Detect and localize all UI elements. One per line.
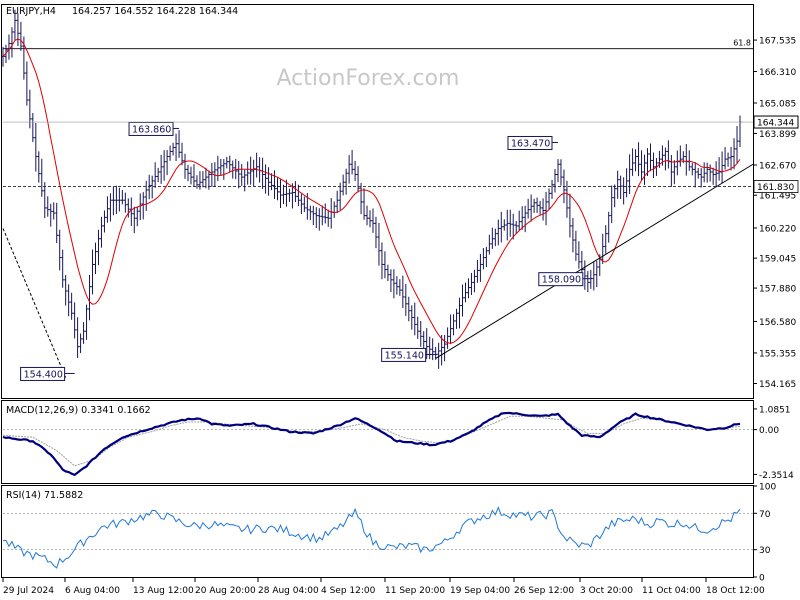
rsi-line	[2, 506, 741, 569]
price-tick-label: 161.495	[759, 192, 796, 202]
ohlc-readout: 164.257 164.552 164.228 164.344	[72, 6, 238, 17]
time-tick-label: 20 Aug 20:00	[195, 586, 256, 596]
annotation-label: 163.860	[132, 124, 171, 135]
projection-line	[2, 228, 67, 378]
annotation-label: 163.470	[511, 138, 550, 149]
rsi-tick-label: 70	[759, 510, 771, 520]
annotation-label: 154.400	[24, 369, 63, 380]
price-tick-label: 166.310	[759, 68, 796, 78]
price-tick-label: 156.580	[759, 318, 796, 328]
time-tick-label: 13 Aug 12:00	[133, 586, 194, 596]
macd-tick-label: 1.0851	[759, 405, 791, 415]
horizontal-levels: 61.8 161.830	[3, 39, 799, 194]
price-tick-label: 159.045	[759, 255, 796, 265]
macd-line	[2, 411, 741, 477]
annotation-box	[128, 121, 174, 136]
rsi-panel-frame	[1, 485, 754, 578]
rsi-title: RSI(14) 71.5882	[6, 490, 83, 501]
macd-title: MACD(12,26,9) 0.3341 0.1662	[6, 405, 151, 416]
price-panel-frame	[1, 4, 754, 399]
current-price-box	[753, 115, 799, 129]
price-tick-label: 162.670	[759, 162, 796, 172]
price-tick-label: 157.880	[759, 285, 796, 295]
macd-panel-frame	[1, 400, 754, 484]
price-tick-label: 160.220	[759, 224, 796, 234]
time-tick-label: 26 Sep 12:00	[514, 586, 574, 596]
time-tick-label: 6 Aug 04:00	[65, 586, 120, 596]
current-price-marker: 164.344	[3, 115, 799, 129]
price-tick-label: 167.535	[759, 37, 796, 47]
annotation-label: 158.090	[542, 275, 581, 286]
current-price-label: 164.344	[757, 119, 794, 129]
price-tick-label: 155.355	[759, 349, 796, 359]
annotation-label: 155.140	[385, 350, 424, 361]
moving-average-line	[2, 38, 741, 344]
rsi-tick-label: 0	[759, 574, 765, 584]
symbol-label: EURJPY,H4	[6, 6, 56, 17]
macd-axis: 1.0851 0.00 -2.3514	[3, 405, 794, 481]
time-axis: 29 Jul 2024 6 Aug 04:00 13 Aug 12:00 20 Aug…	[2, 578, 765, 596]
fib-label: 61.8	[733, 39, 751, 48]
rsi-tick-label: 30	[759, 546, 771, 556]
price-annotations: 163.860 154.400 163.470 155.140 158.090	[20, 121, 591, 381]
level-label: 161.830	[757, 183, 794, 193]
macd-tick-label: -2.3514	[759, 471, 794, 481]
watermark: ActionForex.com	[277, 66, 460, 91]
level-label-box	[753, 180, 799, 194]
time-tick-label: 3 Oct 20:00	[580, 586, 633, 596]
time-tick-label: 4 Sep 12:00	[321, 586, 376, 596]
support-trendline	[435, 163, 754, 359]
macd-tick-label: 0.00	[759, 426, 779, 436]
price-tick-label: 163.899	[759, 130, 796, 140]
price-tick-label: 154.165	[759, 380, 796, 390]
rsi-axis: 100 70 30 0	[3, 483, 776, 584]
time-tick-label: 11 Oct 04:00	[642, 586, 701, 596]
time-tick-label: 28 Aug 04:00	[258, 586, 319, 596]
time-tick-label: 18 Oct 12:00	[706, 586, 765, 596]
macd-signal-line	[2, 415, 741, 467]
rsi-tick-label: 100	[759, 483, 776, 493]
time-tick-label: 11 Sep 20:00	[385, 586, 445, 596]
time-tick-label: 29 Jul 2024	[3, 586, 54, 596]
price-tick-label: 165.085	[759, 99, 796, 109]
candles	[1, 9, 742, 369]
time-tick-label: 19 Sep 04:00	[450, 586, 510, 596]
price-axis: 167.535 166.310 165.085 163.899 162.670 161.4…	[753, 37, 796, 390]
